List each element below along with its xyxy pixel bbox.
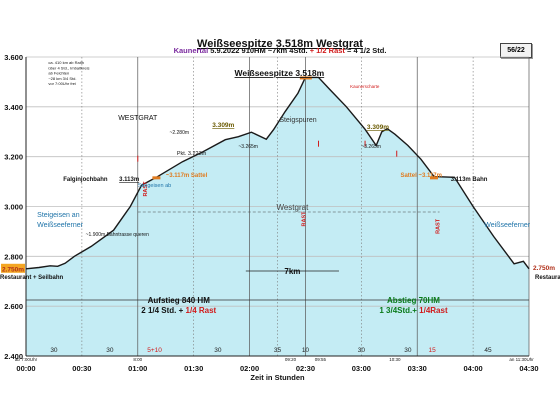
clock-mark: ab 7:00Uhr [15, 357, 38, 362]
y-tick-label: 3.000 [4, 203, 23, 212]
x-tick-label: 03:00 [352, 364, 371, 373]
subtitle-part: + 1/2 Rast [308, 46, 346, 55]
abstieg-title: Abstieg 70HM [387, 296, 440, 305]
saddle-marker [429, 176, 438, 180]
abstieg-time-part: 1/4Rast [417, 306, 448, 315]
pkt-label: Pkt. 3.223m [177, 151, 207, 157]
steigspuren-label: Steigspuren [279, 117, 316, 124]
sattel-right-label: Sattel ~3.117m [400, 173, 442, 179]
segment-minutes: 30 [358, 347, 366, 354]
segment-minutes: 45 [484, 347, 492, 354]
rast-label: RAST [301, 211, 307, 227]
tour-note: ~28 km 3/4 Std. [48, 76, 76, 81]
y-tick-label: 3.200 [4, 153, 23, 162]
steigeisen-an-label-2: Weißseeferner [37, 222, 83, 229]
bahn-right-label: 3.113m Bahn [451, 177, 488, 183]
alt-3309-left-label: 3.309m [212, 122, 234, 129]
westgrat-top-label: WESTGRAT [118, 115, 158, 122]
x-tick-label: 03:30 [408, 364, 427, 373]
tour-note: vor 7:00Uhr frei [48, 81, 76, 86]
aufstieg-time: 2 1/4 Std. + 1/4 Rast [141, 306, 216, 315]
segment-minutes: 10 [302, 347, 310, 354]
abstieg-time: 1 3/4Std.+ 1/4Rast [379, 306, 448, 315]
title-block: Weißseespitze 3.518m Westgrat [0, 34, 560, 52]
alt-3265-left-label: ~3.265m [238, 144, 258, 150]
chart-subtitle: Kaunertal 5.9.2022 910HM ~7km 4Std. + 1/… [174, 46, 387, 55]
chart-title: Weißseespitze 3.518m Westgrat [197, 38, 363, 50]
aufstieg-title: Aufstieg 840 HM [148, 296, 211, 305]
saddle-marker [152, 176, 161, 180]
steigeisen-an-label-1: Steigeisen an [37, 212, 80, 219]
x-tick-label: 02:30 [296, 364, 315, 373]
end-alt-label: 2.750m [533, 265, 555, 272]
segment-minutes: 30 [106, 347, 114, 354]
segment-minutes: 35 [274, 347, 282, 354]
elevation-line [25, 76, 530, 270]
clock-mark: 8:00 [133, 357, 142, 362]
alt-1900-label: ~1.900m Bahntrasse queren [86, 232, 149, 238]
x-tick-label: 04:30 [519, 364, 538, 373]
y-tick-label: 2.800 [4, 252, 23, 261]
subtitle-part: 910HM [239, 46, 265, 55]
subtitle-part: 4Std. [287, 46, 307, 55]
restaurant-left-label: Restaurant + Seilbahn [0, 275, 64, 281]
x-tick-label: 00:30 [72, 364, 91, 373]
alt-2280-label: ~2.280m [169, 130, 189, 136]
clock-mark: an 11:30Uhr [509, 357, 534, 362]
y-tick-label: 2.400 [4, 352, 23, 361]
x-tick-label: 00:00 [16, 364, 35, 373]
falginjochbahn-label: Falginjochbahn [63, 177, 108, 183]
subtitle-part: 5.9.2022 [208, 46, 239, 55]
elevation-area [26, 77, 529, 357]
x-tick-label: 04:00 [464, 364, 483, 373]
summit-marker [299, 76, 312, 80]
distance-label: 7km [284, 267, 300, 276]
clock-mark: 10:30 [389, 357, 401, 362]
tour-note: ab Feichten [48, 71, 69, 76]
aufstieg-time-part: 1/4 Rast [183, 306, 216, 315]
y-tick-label: 3.400 [4, 103, 23, 112]
start-alt-label: 2.750m [2, 266, 24, 273]
segment-minutes: 5+10 [147, 347, 162, 354]
tour-note: ca. 410 km ab Raith [48, 60, 84, 65]
x-axis-title: Zeit in Stunden [250, 373, 305, 382]
segment-minutes: 30 [404, 347, 412, 354]
weisseeferner-right-label: Weißseeferner [484, 222, 530, 229]
rast-label: RAST [436, 218, 442, 234]
x-tick-label: 01:00 [128, 364, 147, 373]
alt-3309-right-label: 3.309m [367, 124, 389, 131]
y-tick-label: 3.600 [4, 53, 23, 62]
clock-mark: 09:20 [285, 357, 297, 362]
segment-minutes: 30 [50, 347, 58, 354]
sattel-left-label: ~3.117m Sattel [166, 173, 208, 179]
summit-label: Weißseespitze 3.518m [235, 68, 325, 78]
westgrat-mid-label: Westgrat [276, 203, 309, 212]
falginjoch-alt-label: 3.113m [119, 177, 139, 183]
segment-minutes: 30 [214, 347, 222, 354]
y-tick-label: 2.600 [4, 302, 23, 311]
subtitle-part: ~7km [266, 46, 288, 55]
segment-minutes: 15 [429, 347, 437, 354]
clock-mark: 09:55 [315, 357, 327, 362]
tour-note: über 4 Std., Imbaltkreis [48, 65, 89, 70]
subtitle-part: = 4 1/2 Std. [345, 46, 386, 55]
x-tick-label: 02:00 [240, 364, 259, 373]
alt-3265-right-label: ~3.265m [361, 144, 381, 150]
restaurant-right-label: Restaurant [535, 275, 560, 281]
subtitle-part: Kaunertal [174, 46, 209, 55]
steigeisen-ab-label: Steigeisen ab [138, 183, 171, 189]
summit-cross-label: Kaunerscharte [350, 84, 380, 89]
abstieg-time-part: 1 3/4Std.+ [379, 306, 417, 315]
start-alt-box [1, 263, 25, 273]
page-badge: 56/22 [500, 43, 532, 58]
x-tick-label: 01:30 [184, 364, 203, 373]
rast-label: RAST [143, 181, 149, 197]
aufstieg-time-part: 2 1/4 Std. + [141, 306, 183, 315]
